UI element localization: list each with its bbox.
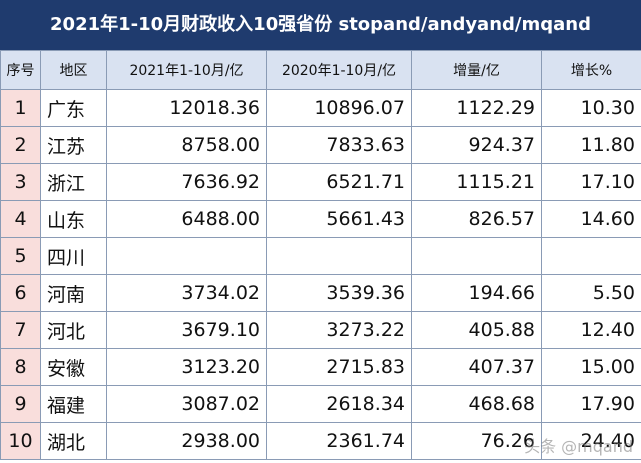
rank-cell: 3 [0,163,41,201]
region-cell: 河北 [40,311,107,349]
header-cell: 序号 [0,50,41,90]
table-row: 10 湖北 2938.00 2361.74 76.26 24.40 [0,422,641,460]
value-cell: 468.68 [411,385,542,423]
value-cell: 2618.34 [266,385,412,423]
value-cell: 6488.00 [106,200,267,238]
table-row: 2 江苏 8758.00 7833.63 924.37 11.80 [0,126,641,164]
value-cell: 407.37 [411,348,542,386]
value-cell [411,237,542,275]
region-cell: 山东 [40,200,107,238]
value-cell: 24.40 [541,422,641,460]
table-row: 9 福建 3087.02 2618.34 468.68 17.90 [0,385,641,423]
value-cell: 2715.83 [266,348,412,386]
region-cell: 浙江 [40,163,107,201]
data-table: 序号 地区 2021年1-10月/亿 2020年1-10月/亿 增量/亿 增长% 1 广东 12… [0,50,641,460]
value-cell: 10896.07 [266,89,412,127]
table-row: 8 安徽 3123.20 2715.83 407.37 15.00 [0,348,641,386]
region-cell: 福建 [40,385,107,423]
value-cell [106,237,267,275]
region-cell: 湖北 [40,422,107,460]
value-cell: 7636.92 [106,163,267,201]
value-cell: 3679.10 [106,311,267,349]
value-cell: 3734.02 [106,274,267,312]
value-cell: 11.80 [541,126,641,164]
value-cell: 3539.36 [266,274,412,312]
value-cell: 10.30 [541,89,641,127]
value-cell: 2361.74 [266,422,412,460]
value-cell: 12.40 [541,311,641,349]
rank-cell: 7 [0,311,41,349]
value-cell: 924.37 [411,126,542,164]
header-cell: 增量/亿 [411,50,542,90]
value-cell: 3273.22 [266,311,412,349]
title: 2021年1-10月财政收入10强省份 stopand/andyand/mqan… [0,0,641,50]
region-cell: 四川 [40,237,107,275]
table-row: 6 河南 3734.02 3539.36 194.66 5.50 [0,274,641,312]
rank-cell: 10 [0,422,41,460]
header-cell: 增长% [541,50,641,90]
value-cell: 17.90 [541,385,641,423]
header-row: 序号 地区 2021年1-10月/亿 2020年1-10月/亿 增量/亿 增长% [0,50,641,90]
value-cell: 3123.20 [106,348,267,386]
value-cell: 8758.00 [106,126,267,164]
value-cell: 14.60 [541,200,641,238]
value-cell: 76.26 [411,422,542,460]
rank-cell: 4 [0,200,41,238]
value-cell: 5.50 [541,274,641,312]
value-cell: 1115.21 [411,163,542,201]
table-row: 3 浙江 7636.92 6521.71 1115.21 17.10 [0,163,641,201]
value-cell: 3087.02 [106,385,267,423]
value-cell: 6521.71 [266,163,412,201]
header-cell: 地区 [40,50,107,90]
value-cell [541,237,641,275]
region-cell: 河南 [40,274,107,312]
rank-cell: 1 [0,89,41,127]
rank-cell: 9 [0,385,41,423]
rank-cell: 8 [0,348,41,386]
region-cell: 江苏 [40,126,107,164]
table-row: 1 广东 12018.36 10896.07 1122.29 10.30 [0,89,641,127]
value-cell: 1122.29 [411,89,542,127]
table-row: 7 河北 3679.10 3273.22 405.88 12.40 [0,311,641,349]
value-cell [266,237,412,275]
table-row: 5 四川 [0,237,641,275]
value-cell: 17.10 [541,163,641,201]
header-cell: 2021年1-10月/亿 [106,50,267,90]
value-cell: 5661.43 [266,200,412,238]
rank-cell: 5 [0,237,41,275]
value-cell: 405.88 [411,311,542,349]
value-cell: 826.57 [411,200,542,238]
value-cell: 194.66 [411,274,542,312]
value-cell: 7833.63 [266,126,412,164]
rank-cell: 2 [0,126,41,164]
value-cell: 15.00 [541,348,641,386]
value-cell: 2938.00 [106,422,267,460]
rank-cell: 6 [0,274,41,312]
table-row: 4 山东 6488.00 5661.43 826.57 14.60 [0,200,641,238]
header-cell: 2020年1-10月/亿 [266,50,412,90]
table-body: 序号 地区 2021年1-10月/亿 2020年1-10月/亿 增量/亿 增长% 1 广东 12… [0,50,641,460]
watermark: 头条 @mqand [524,437,633,456]
region-cell: 安徽 [40,348,107,386]
region-cell: 广东 [40,89,107,127]
value-cell: 12018.36 [106,89,267,127]
